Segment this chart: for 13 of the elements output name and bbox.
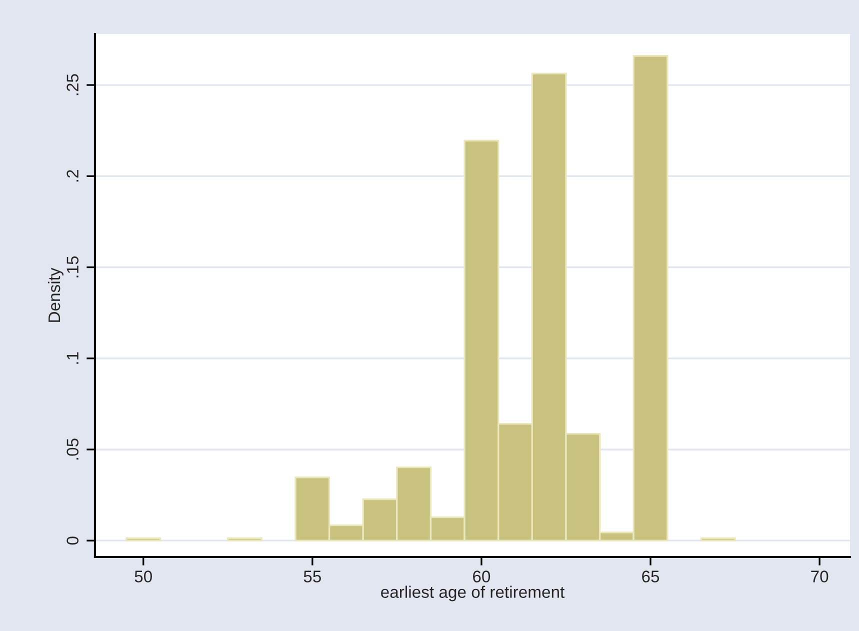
x-tick-label: 70 (811, 570, 828, 582)
x-tick-label: 60 (473, 570, 490, 582)
y-tick-label: .15 (66, 256, 79, 278)
x-tick-label: 50 (134, 570, 152, 582)
y-tick-label: .25 (66, 74, 79, 96)
y-tick-label: .05 (66, 438, 79, 460)
y-tick-label: .2 (66, 170, 78, 182)
x-axis-title: earliest age of retirement (381, 586, 565, 602)
x-tick-label: 65 (642, 570, 660, 582)
x-tick-label: 55 (304, 570, 321, 582)
y-tick-label: .1 (66, 352, 78, 364)
y-tick-label: 0 (66, 536, 79, 545)
y-axis-title: Density (48, 268, 64, 322)
